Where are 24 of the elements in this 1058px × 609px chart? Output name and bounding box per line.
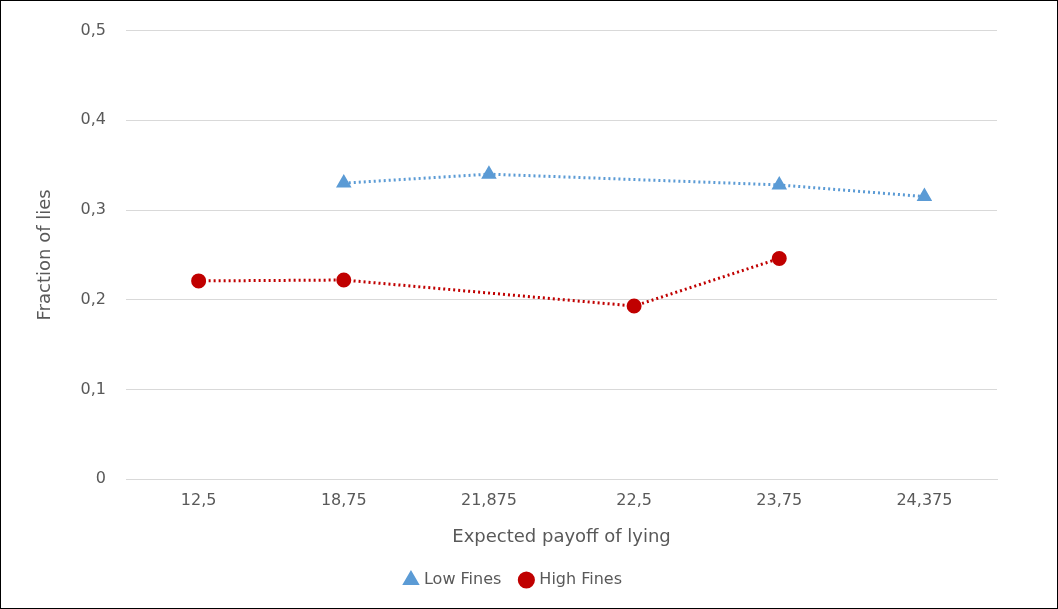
point <box>337 175 351 188</box>
legend-label: High Fines <box>539 569 623 589</box>
point <box>772 177 786 190</box>
x-tick-label: 18,75 <box>320 489 367 509</box>
point <box>336 272 352 288</box>
y-tick-label: 0,3 <box>80 199 107 219</box>
x-axis-title: Expected payoff of lying <box>452 524 671 546</box>
x-tick-label: 23,75 <box>756 489 803 509</box>
point <box>917 189 932 202</box>
point <box>191 273 207 289</box>
point <box>626 298 642 314</box>
point <box>771 250 787 266</box>
y-tick-label: 0,4 <box>80 109 107 129</box>
x-tick-label: 24,375 <box>896 489 953 509</box>
point <box>482 166 496 179</box>
legend-label: Low Fines <box>423 569 502 589</box>
x-tick-label: 12,5 <box>180 489 217 509</box>
x-tick-label: 22,5 <box>616 489 652 509</box>
x-tick-label: 21,875 <box>460 489 517 509</box>
y-tick-label: 0,1 <box>80 378 107 398</box>
y-axis-title: Fraction of lies <box>33 189 55 321</box>
y-tick-label: 0 <box>95 468 107 488</box>
y-tick-label: 0,5 <box>80 19 107 39</box>
y-tick-label: 0,2 <box>80 288 107 308</box>
